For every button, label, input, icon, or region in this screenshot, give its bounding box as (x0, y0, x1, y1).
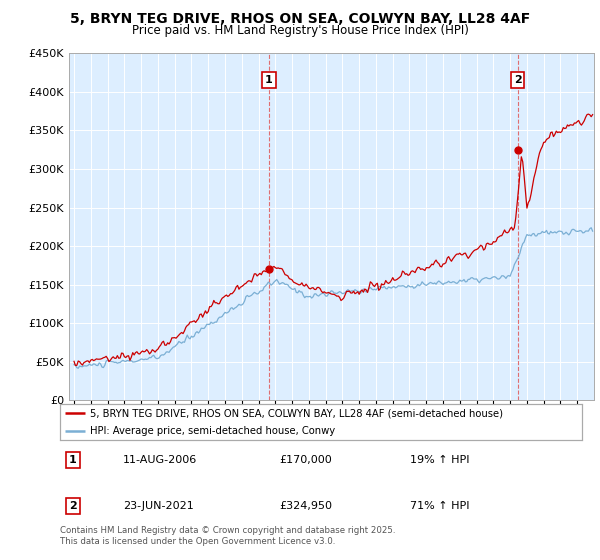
Text: 5, BRYN TEG DRIVE, RHOS ON SEA, COLWYN BAY, LL28 4AF (semi-detached house): 5, BRYN TEG DRIVE, RHOS ON SEA, COLWYN B… (90, 408, 503, 418)
Text: 23-JUN-2021: 23-JUN-2021 (122, 501, 193, 511)
Text: 2: 2 (69, 501, 77, 511)
Text: 1: 1 (69, 455, 77, 465)
Text: 19% ↑ HPI: 19% ↑ HPI (410, 455, 469, 465)
Text: HPI: Average price, semi-detached house, Conwy: HPI: Average price, semi-detached house,… (90, 426, 335, 436)
Text: Price paid vs. HM Land Registry's House Price Index (HPI): Price paid vs. HM Land Registry's House … (131, 24, 469, 36)
Text: 2: 2 (514, 75, 521, 85)
Text: £170,000: £170,000 (279, 455, 332, 465)
Text: 5, BRYN TEG DRIVE, RHOS ON SEA, COLWYN BAY, LL28 4AF: 5, BRYN TEG DRIVE, RHOS ON SEA, COLWYN B… (70, 12, 530, 26)
Text: 11-AUG-2006: 11-AUG-2006 (122, 455, 197, 465)
Text: 1: 1 (265, 75, 273, 85)
Text: 71% ↑ HPI: 71% ↑ HPI (410, 501, 469, 511)
Text: Contains HM Land Registry data © Crown copyright and database right 2025.
This d: Contains HM Land Registry data © Crown c… (60, 526, 395, 546)
Text: £324,950: £324,950 (279, 501, 332, 511)
